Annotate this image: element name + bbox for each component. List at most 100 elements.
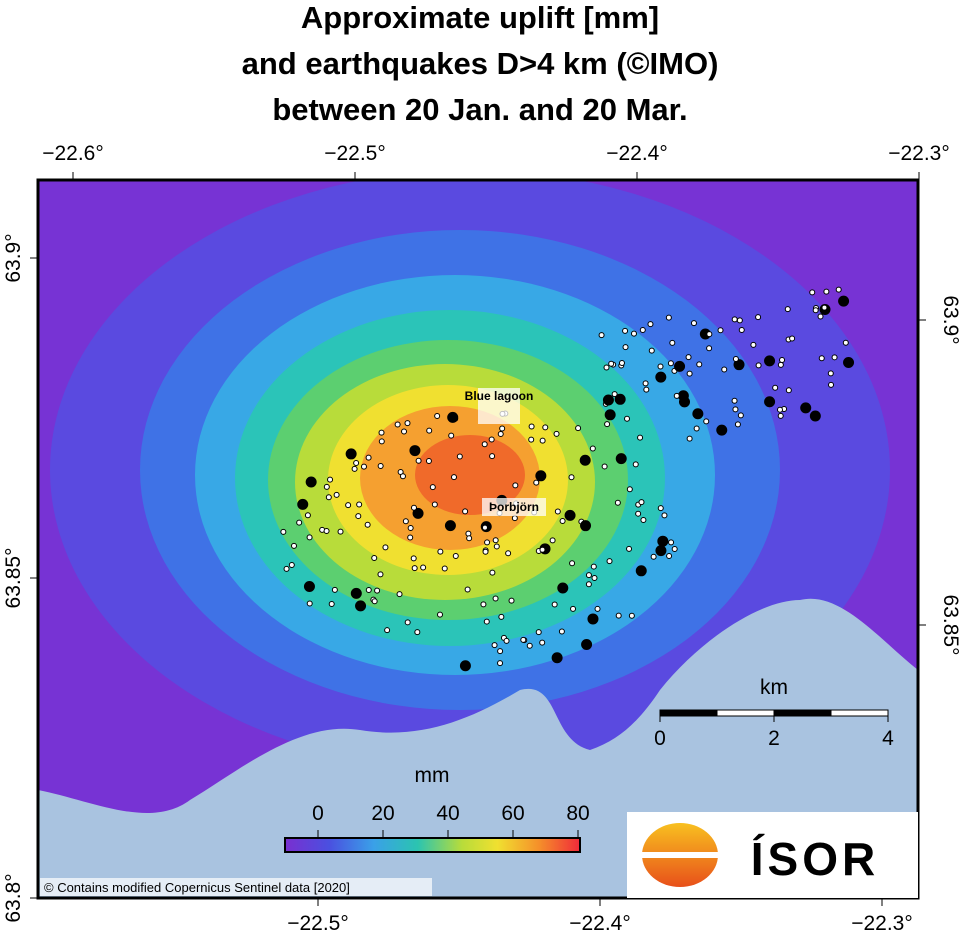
lon-tick-label: −22.3° xyxy=(851,912,913,935)
earthquake xyxy=(755,362,762,369)
axis-ticks: −22.6° −22.5° −22.4° −22.3° −22.5° −22.4° −22.… xyxy=(2,142,960,935)
earthquake xyxy=(303,580,315,592)
earthquake xyxy=(581,639,593,651)
earthquakes xyxy=(280,286,855,672)
earthquake xyxy=(364,521,371,528)
earthquake xyxy=(635,510,642,517)
earthquake xyxy=(549,537,556,544)
earthquake xyxy=(551,652,563,664)
earthquake xyxy=(785,387,792,394)
earthquake xyxy=(551,601,558,608)
earthquake xyxy=(661,512,668,519)
earthquake xyxy=(585,572,592,579)
earthquake xyxy=(371,598,378,605)
earthquake xyxy=(734,421,741,428)
place-label: Þorbjörn xyxy=(489,500,539,514)
earthquake xyxy=(716,424,728,436)
earthquake xyxy=(668,539,675,546)
colorbar-ticks: 0 20 40 60 80 xyxy=(312,802,590,838)
earthquake xyxy=(351,465,358,472)
earthquake xyxy=(306,534,313,541)
earthquake xyxy=(615,453,627,465)
map-frame xyxy=(36,178,920,900)
earthquake xyxy=(657,363,664,370)
earthquake xyxy=(777,412,784,419)
earthquake xyxy=(696,361,703,368)
earthquake xyxy=(377,571,384,578)
earthquake xyxy=(677,390,689,402)
earthquake xyxy=(686,435,693,442)
earthquake xyxy=(378,438,385,445)
earthquake xyxy=(429,484,436,491)
earthquake xyxy=(589,445,596,452)
earthquake xyxy=(437,611,444,618)
earthquake xyxy=(399,473,406,480)
earthquake xyxy=(404,619,411,626)
colorbar-tick-label: 60 xyxy=(501,802,524,825)
earthquake xyxy=(306,600,313,607)
earthquake xyxy=(484,539,491,546)
earthquake xyxy=(304,512,311,519)
earthquake xyxy=(831,354,838,361)
earthquake xyxy=(843,357,855,369)
earthquake xyxy=(396,591,403,598)
earthquake xyxy=(721,366,728,373)
earthquake xyxy=(569,560,576,567)
earthquake xyxy=(611,391,618,398)
earthquake xyxy=(703,418,710,425)
earthquake xyxy=(692,408,704,420)
earthquake xyxy=(648,347,655,354)
earthquake xyxy=(733,359,745,371)
earthquake xyxy=(817,313,824,320)
credit-box xyxy=(40,878,432,896)
earthquake xyxy=(414,629,421,636)
earthquake xyxy=(601,463,608,470)
earthquake xyxy=(624,415,631,422)
earthquake xyxy=(356,501,363,508)
earthquake xyxy=(402,518,409,525)
title-line: between 20 Jan. and 20 Mar. xyxy=(272,92,687,127)
earthquake xyxy=(410,504,417,511)
earthquake xyxy=(669,339,676,346)
earthquake xyxy=(568,474,575,481)
earthquake xyxy=(639,326,646,333)
lat-tick-label: 63.9° xyxy=(2,233,25,282)
earthquake xyxy=(835,286,842,293)
scale-segment xyxy=(773,709,832,717)
earthquake xyxy=(365,587,372,594)
earthquake xyxy=(450,474,457,481)
earthquake xyxy=(459,660,471,672)
earthquake xyxy=(772,384,779,391)
earthquake xyxy=(809,289,816,296)
earthquake xyxy=(378,429,385,436)
earthquake xyxy=(434,413,441,420)
earthquake xyxy=(377,462,384,469)
earthquake xyxy=(737,412,744,419)
lat-tick-label: 63.9° xyxy=(939,295,960,344)
earthquake xyxy=(497,430,504,437)
earthquake xyxy=(499,425,506,432)
earthquake xyxy=(401,428,408,435)
earthquake xyxy=(615,612,622,619)
earthquake xyxy=(493,543,500,550)
earthquake xyxy=(673,392,680,399)
earthquake xyxy=(622,344,629,351)
earthquake xyxy=(350,587,362,599)
earthquake xyxy=(481,441,488,448)
earthquake xyxy=(686,370,693,377)
earthquake xyxy=(635,565,647,577)
colorbar-tick-label: 80 xyxy=(566,802,589,825)
logo-mark xyxy=(640,852,720,858)
earthquake xyxy=(288,562,295,569)
earthquake xyxy=(497,660,504,667)
earthquake xyxy=(579,454,591,466)
earthquake xyxy=(481,524,488,531)
earthquake xyxy=(657,535,669,547)
earthquake xyxy=(483,618,490,625)
logo-text: ÍSOR xyxy=(751,833,879,885)
earthquake xyxy=(665,314,672,321)
earthquake xyxy=(492,595,499,602)
earthquake xyxy=(738,327,745,334)
earthquake xyxy=(492,537,499,544)
earthquake xyxy=(325,494,332,501)
